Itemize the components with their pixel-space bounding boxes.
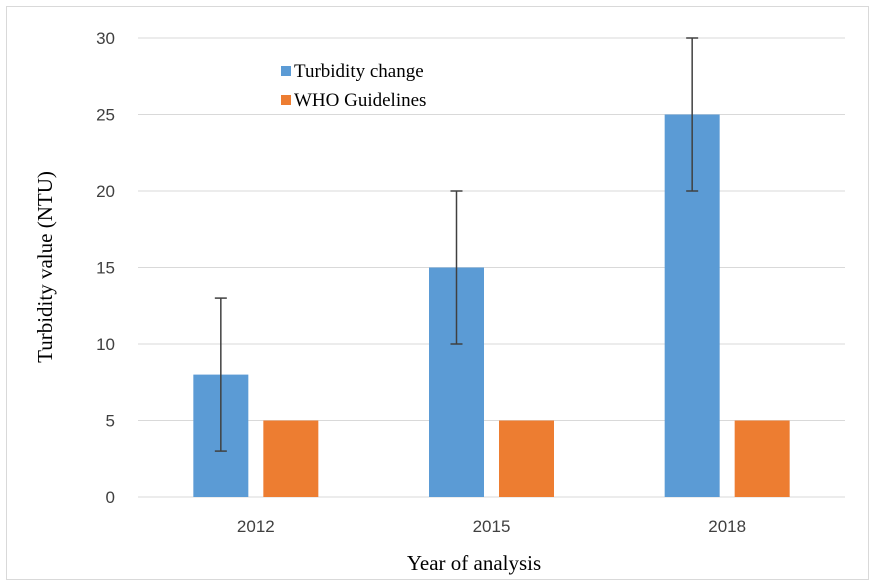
bar-who-guidelines-2012 bbox=[263, 420, 319, 497]
bar-who-guidelines-2018 bbox=[734, 420, 790, 497]
x-tick-label: 2012 bbox=[237, 517, 275, 536]
y-tick-label: 10 bbox=[96, 335, 115, 354]
y-tick-label: 20 bbox=[96, 182, 115, 201]
legend-label-who-guidelines: WHO Guidelines bbox=[294, 90, 426, 111]
y-tick-labels: 0 5 10 15 20 25 30 bbox=[96, 29, 115, 507]
y-tick-label: 25 bbox=[96, 106, 115, 125]
gridlines bbox=[138, 37, 845, 498]
y-axis-title: Turbidity value (NTU) bbox=[33, 171, 57, 363]
x-axis-title: Year of analysis bbox=[407, 551, 541, 575]
x-tick-label: 2018 bbox=[708, 517, 746, 536]
legend-swatch-turbidity-change bbox=[281, 66, 291, 76]
bar-who-guidelines-2015 bbox=[499, 420, 554, 497]
error-bars bbox=[214, 37, 699, 452]
bars bbox=[193, 114, 790, 497]
legend-swatch-who-guidelines bbox=[281, 95, 291, 105]
y-tick-label: 30 bbox=[96, 29, 115, 48]
y-tick-label: 0 bbox=[106, 488, 115, 507]
y-tick-label: 5 bbox=[106, 412, 115, 431]
legend-label-turbidity-change: Turbidity change bbox=[294, 61, 424, 82]
legend: Turbidity change WHO Guidelines bbox=[281, 61, 426, 111]
y-tick-label: 15 bbox=[96, 259, 115, 278]
x-tick-labels: 2012 2015 2018 bbox=[237, 517, 746, 536]
x-tick-label: 2015 bbox=[473, 517, 511, 536]
